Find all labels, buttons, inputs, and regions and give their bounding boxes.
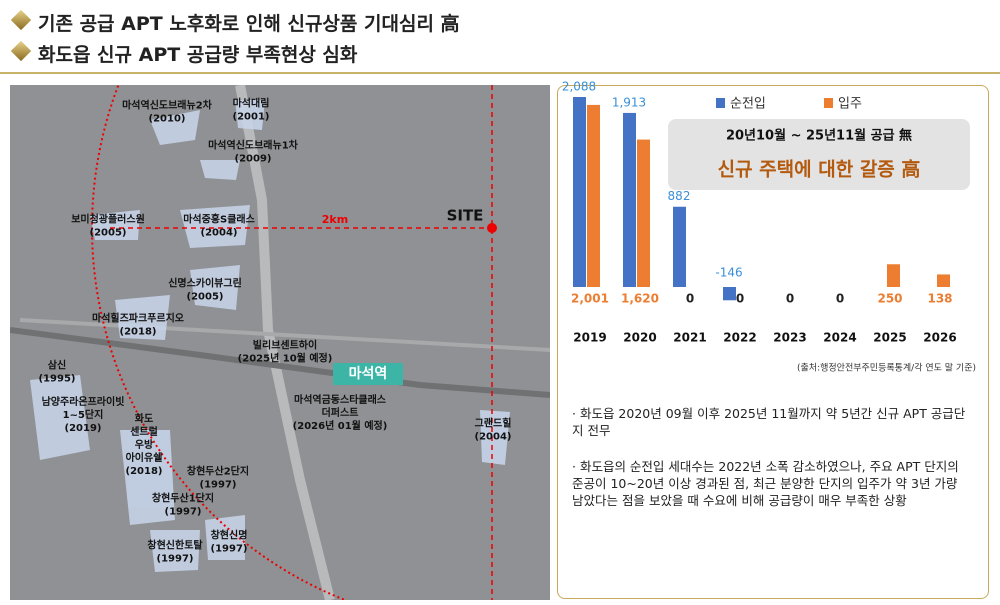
- map-label: (2018): [126, 466, 163, 477]
- bar: [573, 97, 586, 287]
- map-label: 마석역신도브래뉴2차: [122, 99, 213, 112]
- map-label: (2018): [120, 327, 157, 338]
- map-label: (1995): [39, 374, 76, 385]
- map-label: 신명스카이뷰그린: [168, 277, 242, 290]
- map-label: (2010): [149, 114, 186, 125]
- bar: [637, 139, 650, 287]
- map-label: (1997): [200, 480, 237, 491]
- data-label: 1,913: [612, 95, 646, 109]
- data-label: 2,088: [562, 80, 596, 94]
- map-label: 마석힐즈파크푸르지오: [92, 312, 184, 325]
- x-tick-label: 2022: [723, 331, 756, 345]
- map-label: 마석역금동스타클래스: [294, 393, 386, 406]
- bar: [937, 274, 950, 287]
- site-label: SITE: [447, 207, 484, 225]
- x-tick-label: 2020: [623, 331, 656, 345]
- map-label: (2004): [201, 228, 238, 239]
- data-label: 0: [786, 292, 794, 306]
- x-tick-label: 2026: [923, 331, 956, 345]
- map-label: (2009): [235, 154, 272, 165]
- x-tick-label: 2024: [823, 331, 856, 345]
- map-label: (2026년 01월 예정): [293, 419, 388, 432]
- map-label: (1997): [157, 554, 194, 565]
- title: 화도읍 신규 APT 공급량 부족현상 심화: [38, 44, 358, 66]
- bar: [723, 287, 736, 301]
- map-label: 보미청광플러스원: [71, 213, 145, 226]
- map-label: 1~5단지: [63, 408, 104, 421]
- bar: [673, 206, 686, 287]
- legend-swatch: [716, 98, 725, 108]
- map-label: (2005): [90, 228, 127, 239]
- map-label: (1997): [211, 544, 248, 555]
- map-label: 더퍼스트: [322, 406, 359, 419]
- bar: [887, 264, 900, 287]
- data-label: 1,620: [621, 292, 659, 306]
- map-label: 우방: [135, 438, 154, 451]
- x-tick-label: 2021: [673, 331, 706, 345]
- map-label: 화도: [135, 413, 153, 425]
- map-label: 마석대림: [233, 97, 270, 110]
- map-label: 마석역신도브래뉴1차: [208, 139, 299, 152]
- distance-label: 2km: [322, 213, 348, 226]
- map-label: (2005): [187, 292, 224, 303]
- map-label: 창현신한토탈: [147, 539, 203, 552]
- bar: [623, 112, 636, 287]
- data-label: 0: [736, 292, 744, 306]
- data-label: -146: [715, 266, 742, 280]
- data-label: 2,001: [571, 292, 609, 306]
- map-label: 창현신명: [211, 529, 248, 542]
- data-label: 250: [877, 292, 902, 306]
- station-label: 마석역: [349, 365, 388, 382]
- source: (출처:행정안전부주민등록통계/각 연도 말 기준): [797, 362, 976, 374]
- x-tick-label: 2023: [773, 331, 806, 345]
- map-label: 그랜드힐: [475, 417, 512, 430]
- map-label: (2019): [65, 423, 102, 434]
- legend-label: 입주: [838, 97, 862, 112]
- map-label: (2025년 10월 예정): [238, 352, 333, 365]
- map-label: 창현두산2단지: [187, 465, 249, 478]
- map-label: 삼신: [48, 359, 66, 372]
- title: 기존 공급 APT 노후화로 인해 신규상품 기대심리 高: [38, 13, 460, 35]
- x-tick-label: 2019: [573, 331, 606, 345]
- chart-subtitle: 신규 주택에 대한 갈증 高: [718, 158, 921, 181]
- rule: [0, 72, 1000, 74]
- map-label: 센트럴: [130, 425, 158, 438]
- data-label: 138: [927, 292, 952, 306]
- x-tick-label: 2025: [873, 331, 906, 345]
- map-label: 아이유쉘: [126, 451, 163, 464]
- map-label: (1997): [165, 507, 202, 518]
- title-box: [668, 119, 970, 190]
- map-label: 빌리브센트하이: [253, 339, 317, 352]
- map-label: (2001): [233, 112, 270, 123]
- data-label: 0: [686, 292, 694, 306]
- map-label: 마석중흥S클래스: [183, 213, 255, 226]
- data-label: 882: [668, 189, 691, 203]
- map-label: (2004): [475, 432, 512, 443]
- map-label: 창현두산1단지: [152, 492, 214, 505]
- note: 화도읍 2020년 09월 이후 2025년 11월까지 약 5년간 신규 AP…: [572, 405, 972, 439]
- chart-title: 20년10월 ~ 25년11월 공급 無: [726, 128, 912, 144]
- data-label: 0: [836, 292, 844, 306]
- map: SITE 2km 마석역 마석역신도브래뉴2차 (2010) 마석대림 (2001) 마…: [10, 85, 550, 600]
- panel: [557, 85, 989, 599]
- note: 화도읍의 순전입 세대수는 2022년 소폭 감소하였으나, 주요 APT 단지…: [572, 458, 972, 509]
- legend-label: 순전입: [730, 97, 766, 112]
- map-label: 남양주라온프라이빗: [42, 395, 125, 408]
- legend-swatch: [824, 98, 833, 108]
- bar: [587, 104, 600, 288]
